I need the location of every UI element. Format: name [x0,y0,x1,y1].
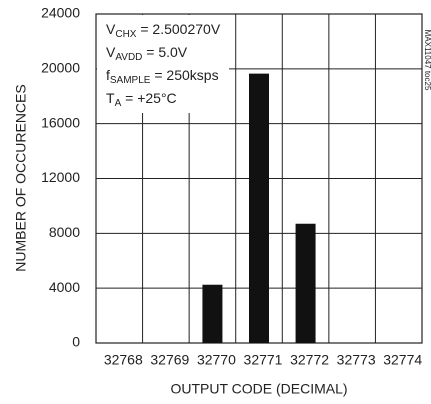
figure-id: MAX11047 toc25 [423,30,431,91]
x-tick-label: 32772 [290,352,329,368]
annotation-rest: = 5.0V [142,44,187,60]
bar [295,223,316,343]
y-tick-label: 0 [72,334,80,350]
annotation-rest: = +25°C [121,90,176,106]
y-tick-label: 16000 [41,114,80,130]
x-tick-label: 32769 [150,352,189,368]
annotation-sub: A [115,98,122,109]
y-tick-label: 20000 [41,60,80,76]
bar [202,284,223,343]
x-tick-label: 32773 [337,352,376,368]
y-axis-label: NUMBER OF OCCURENCES [13,84,29,271]
x-tick-label: 32770 [197,352,236,368]
bar [249,73,269,343]
x-axis-label: OUTPUT CODE (DECIMAL) [170,381,347,397]
y-tick-label: 8000 [49,224,80,240]
annotation-sub: SAMPLE [110,75,151,86]
annotation-sub: CHX [115,29,136,40]
x-tick-label: 32774 [383,352,422,368]
y-tick-label: 24000 [41,5,80,21]
annotation: TA = +25°C [106,90,177,109]
y-tick-label: 12000 [41,169,80,185]
annotation: VCHX = 2.500270V [106,21,221,40]
annotation-sub: AVDD [115,52,142,63]
annotation: fSAMPLE = 250ksps [106,67,219,86]
annotation-rest: = 250ksps [150,67,218,83]
annotation: VAVDD = 5.0V [106,44,188,63]
annotation-main: V [106,44,116,60]
annotation-main: V [106,21,116,37]
annotation-rest: = 2.500270V [136,21,220,37]
annotation-main: T [106,90,115,106]
y-tick-label: 4000 [49,279,80,295]
annotation-main: f [106,67,110,83]
x-tick-label: 32768 [104,352,143,368]
x-tick-label: 32771 [244,352,283,368]
annotation-box [97,15,229,113]
